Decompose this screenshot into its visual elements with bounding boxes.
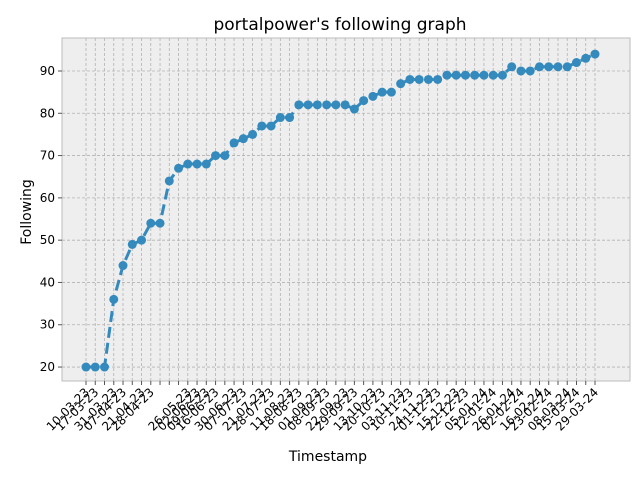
marker: [164, 176, 174, 186]
y-tick-label: 70: [40, 149, 55, 163]
marker: [312, 100, 322, 110]
marker: [340, 100, 350, 110]
marker: [275, 113, 285, 123]
marker: [414, 74, 424, 84]
marker: [368, 91, 378, 101]
marker: [479, 70, 489, 80]
marker: [497, 70, 507, 80]
marker: [285, 113, 295, 123]
marker: [405, 74, 415, 84]
marker: [359, 96, 369, 106]
y-tick-label: 50: [40, 233, 55, 247]
marker: [229, 138, 239, 148]
marker: [220, 151, 230, 161]
marker: [553, 62, 563, 72]
marker: [100, 362, 110, 372]
marker: [470, 70, 480, 80]
y-axis-label: Following: [19, 179, 35, 245]
marker: [488, 70, 498, 80]
marker: [562, 62, 572, 72]
marker: [571, 58, 581, 68]
marker: [386, 87, 396, 97]
marker: [192, 159, 202, 169]
marker: [118, 261, 128, 271]
marker: [155, 218, 165, 228]
marker: [211, 151, 221, 161]
y-tick-label: 40: [40, 275, 55, 289]
marker: [90, 362, 100, 372]
marker: [146, 218, 156, 228]
marker: [396, 79, 406, 89]
marker: [127, 239, 137, 249]
marker: [303, 100, 313, 110]
chart-title: portalpower's following graph: [213, 15, 466, 35]
marker: [266, 121, 276, 131]
y-tick-label: 80: [40, 106, 55, 120]
y-tick-label: 20: [40, 360, 55, 374]
marker: [516, 66, 526, 76]
marker: [137, 235, 147, 245]
y-tick-label: 90: [40, 64, 55, 78]
marker: [349, 104, 359, 114]
marker: [174, 163, 184, 173]
marker: [81, 362, 91, 372]
marker: [183, 159, 193, 169]
marker: [109, 294, 119, 304]
marker: [442, 70, 452, 80]
marker: [322, 100, 332, 110]
marker: [451, 70, 461, 80]
x-axis-label: Timestamp: [288, 449, 367, 465]
marker: [248, 129, 258, 139]
marker: [433, 74, 443, 84]
marker: [534, 62, 544, 72]
marker: [590, 49, 600, 59]
marker: [525, 66, 535, 76]
marker: [331, 100, 341, 110]
marker: [544, 62, 554, 72]
marker: [257, 121, 267, 131]
marker: [294, 100, 304, 110]
marker: [238, 134, 248, 144]
marker: [460, 70, 470, 80]
marker: [507, 62, 517, 72]
plot-area: [61, 37, 631, 382]
marker: [201, 159, 211, 169]
y-tick-label: 30: [40, 318, 55, 332]
marker: [581, 53, 591, 63]
marker: [423, 74, 433, 84]
marker: [377, 87, 387, 97]
y-tick-label: 60: [40, 191, 55, 205]
